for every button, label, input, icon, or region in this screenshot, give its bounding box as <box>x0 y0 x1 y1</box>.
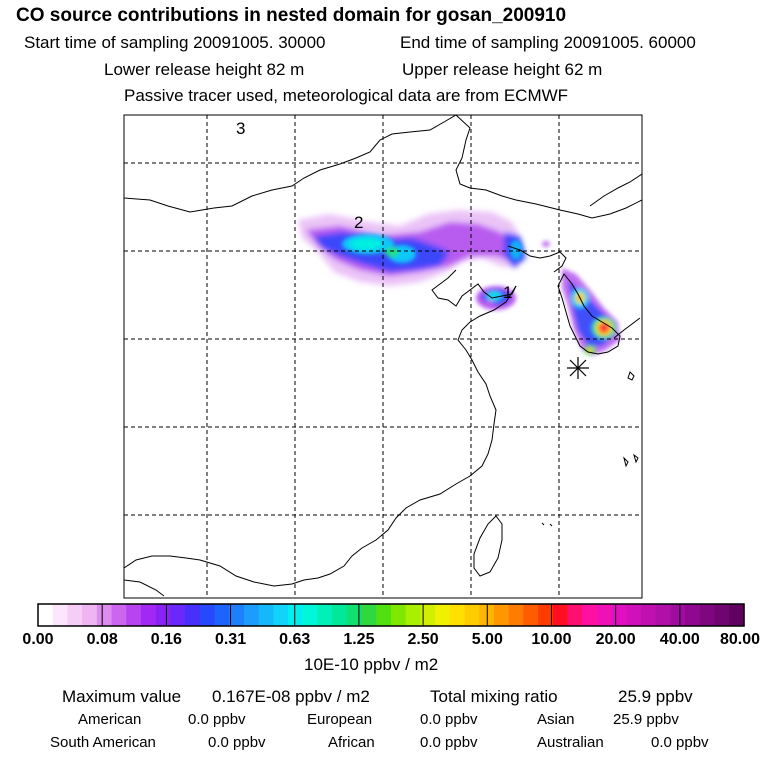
region-name: African <box>328 734 375 751</box>
colorbar-swatch <box>596 604 613 626</box>
colorbar-swatch <box>464 604 480 626</box>
colorbar-swatch <box>302 604 319 626</box>
region-value: 0.0 ppbv <box>188 711 246 728</box>
colorbar-swatch <box>435 604 451 626</box>
colorbar-swatch <box>699 604 716 626</box>
colorbar-swatch <box>346 604 363 626</box>
colorbar-swatch <box>626 604 642 626</box>
colorbar-swatch <box>523 604 539 626</box>
colorbar-swatch <box>376 604 392 626</box>
colorbar-swatch <box>332 604 348 626</box>
colorbar-swatch <box>82 604 98 626</box>
region-name: American <box>78 711 142 728</box>
color-scale-bar <box>37 603 745 627</box>
colorbar-tick-label: 2.50 <box>407 631 439 648</box>
colorbar-tick-label: 0.00 <box>22 631 54 648</box>
total-mixing-value: 25.9 ppbv <box>618 687 693 706</box>
colorbar-swatch <box>391 604 407 626</box>
colorbar-tick-label: 5.00 <box>471 631 503 648</box>
colorbar-tick-label: 1.25 <box>343 631 375 648</box>
colorbar-swatch <box>52 604 69 626</box>
cluster-label-3: 3 <box>236 119 245 138</box>
colorbar-swatch <box>243 604 260 626</box>
figure-title: CO source contributions in nested domain… <box>16 5 567 26</box>
colorbar-swatch <box>38 604 54 626</box>
end-time: End time of sampling 20091005. 60000 <box>400 33 696 52</box>
colorbar-frame <box>37 603 745 627</box>
colorbar-tick-label: 0.31 <box>214 631 247 648</box>
colorbar-swatch <box>714 604 730 626</box>
colorbar-swatch <box>538 604 554 626</box>
region-value: 0.0 ppbv <box>208 734 266 751</box>
colorbar-swatch <box>611 604 627 626</box>
region-name: South American <box>50 734 156 751</box>
tracer-note: Passive tracer used, meteorological data… <box>124 86 569 105</box>
map-panel: 3 2 1 <box>123 114 643 599</box>
colorbar-swatch <box>126 604 142 626</box>
map-frame <box>123 114 643 599</box>
cluster-label-1: 1 <box>503 283 512 302</box>
colorbar-swatch <box>67 604 83 626</box>
lat-lon-grid <box>124 115 642 598</box>
region-name: European <box>307 711 373 728</box>
colorbar-tick-label: 20.00 <box>595 631 636 648</box>
colorbar-swatch <box>96 604 113 626</box>
colorbar-swatch <box>449 604 466 626</box>
cluster-label-2: 2 <box>354 213 363 232</box>
colorbar-swatch <box>170 604 186 626</box>
colorbar-swatch <box>641 604 657 626</box>
colorbar-swatch <box>729 604 745 626</box>
colorbar-swatch <box>420 604 436 626</box>
colorbar-swatch <box>670 604 686 626</box>
colorbar-swatch <box>288 604 304 626</box>
colorbar-swatch <box>229 604 245 626</box>
upper-release-height: Upper release height 62 m <box>402 60 603 79</box>
colorbar-swatch <box>140 604 157 626</box>
colorbar-tick-label: 10.00 <box>531 631 572 648</box>
region-value: 0.0 ppbv <box>420 711 478 728</box>
colorbar-swatch <box>508 604 524 626</box>
colorbar-swatch <box>155 604 171 626</box>
colorbar-swatch <box>258 604 274 626</box>
colorbar-swatch <box>685 604 701 626</box>
colorbar-swatch <box>493 604 510 626</box>
colorbar-swatch <box>552 604 569 626</box>
max-value: 0.167E-08 ppbv / m2 <box>212 687 370 706</box>
max-value-label: Maximum value <box>62 687 182 706</box>
region-name: Asian <box>537 711 575 728</box>
colorbar-unit: 10E-10 ppbv / m2 <box>304 655 439 674</box>
coastlines <box>124 115 642 597</box>
colorbar-swatch <box>199 604 216 626</box>
colorbar-swatch <box>317 604 333 626</box>
colorbar-swatch <box>273 604 289 626</box>
colorbar-swatch <box>655 604 672 626</box>
colorbar-swatch <box>567 604 583 626</box>
lower-release-height: Lower release height 82 m <box>104 60 305 79</box>
receptor-asterisk-icon <box>567 357 589 379</box>
colorbar-swatch <box>405 604 422 626</box>
colorbar-tick-label: 0.63 <box>279 631 311 648</box>
colorbar-tick-label: 40.00 <box>659 631 700 648</box>
plume-field <box>298 210 620 356</box>
colorbar-tick-label: 80.00 <box>719 631 761 648</box>
colorbar-swatch <box>582 604 598 626</box>
colorbar-tick-label: 0.16 <box>150 631 182 648</box>
colorbar-swatch <box>361 604 377 626</box>
region-value: 0.0 ppbv <box>651 734 709 751</box>
region-value: 25.9 ppbv <box>613 711 679 728</box>
colorbar-swatch <box>185 604 201 626</box>
start-time: Start time of sampling 20091005. 30000 <box>24 33 326 52</box>
region-value: 0.0 ppbv <box>420 734 478 751</box>
total-mixing-label: Total mixing ratio <box>430 687 558 706</box>
colorbar-tick-label: 0.08 <box>86 631 118 648</box>
colorbar-swatch <box>214 604 230 626</box>
colorbar-swatch <box>111 604 127 626</box>
region-name: Australian <box>537 734 604 751</box>
